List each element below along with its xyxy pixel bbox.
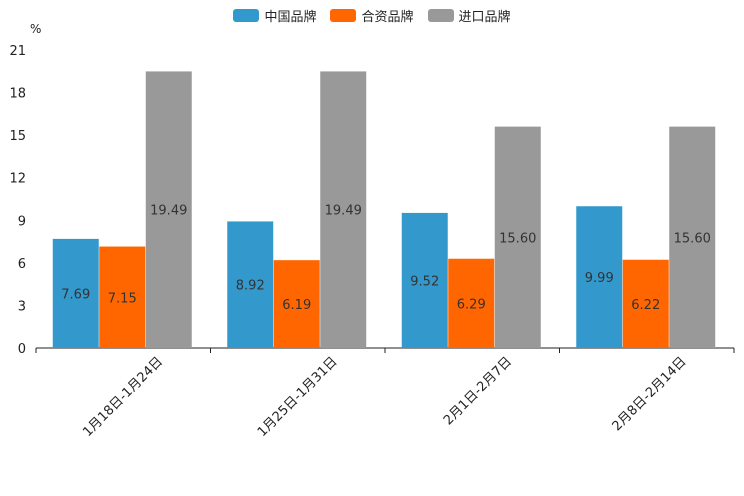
x-category-label: 1月25日-1月31日 [255,354,341,440]
bar [622,259,669,348]
y-tick-label: 21 [9,44,26,59]
bar [227,221,274,348]
bar-value-label: 6.19 [282,298,311,313]
bar [145,71,192,349]
bar-value-label: 7.69 [61,287,90,302]
bar-value-label: 6.29 [457,297,486,312]
x-category-label: 2月8日-2月14日 [610,354,690,434]
bar-value-label: 19.49 [150,204,187,219]
y-tick-label: 15 [9,129,26,144]
y-tick-label: 3 [18,299,26,314]
bar [52,238,99,348]
bar [576,206,623,348]
legend-item-jv-brand[interactable]: 合资品牌 [330,6,414,25]
bar-value-label: 19.49 [325,204,362,219]
y-tick-label: 9 [18,214,26,229]
bar-value-label: 15.60 [674,231,711,246]
bar [669,126,716,348]
bar [320,71,367,349]
y-axis-unit: % [30,22,42,36]
legend-label-import-brand: 进口品牌 [458,10,511,25]
bar-value-label: 7.15 [108,291,137,306]
bar [273,260,320,348]
x-category-label: 1月18日-1月24日 [80,354,166,440]
y-tick-label: 12 [9,172,26,187]
bar-value-label: 9.99 [585,271,614,286]
legend-swatch-import-brand [427,9,454,22]
y-tick-label: 18 [9,87,26,102]
bar [448,258,495,348]
legend-swatch-china-brand [233,9,260,22]
bar [494,126,541,348]
chart-legend: 中国品牌 合资品牌 进口品牌 [0,6,744,25]
legend-swatch-jv-brand [330,9,357,22]
y-tick-label: 0 [18,342,26,357]
bar [99,246,146,348]
bar-value-label: 6.22 [631,298,660,313]
bar-value-label: 15.60 [499,231,536,246]
legend-label-jv-brand: 合资品牌 [361,10,414,25]
bar-value-label: 9.52 [410,274,439,289]
legend-item-china-brand[interactable]: 中国品牌 [233,6,316,25]
y-tick-label: 6 [18,257,26,272]
bar [401,212,448,348]
bar-value-label: 8.92 [236,279,265,294]
x-category-label: 2月1日-2月7日 [441,354,515,428]
legend-item-import-brand[interactable]: 进口品牌 [427,6,511,25]
legend-label-china-brand: 中国品牌 [264,10,317,25]
